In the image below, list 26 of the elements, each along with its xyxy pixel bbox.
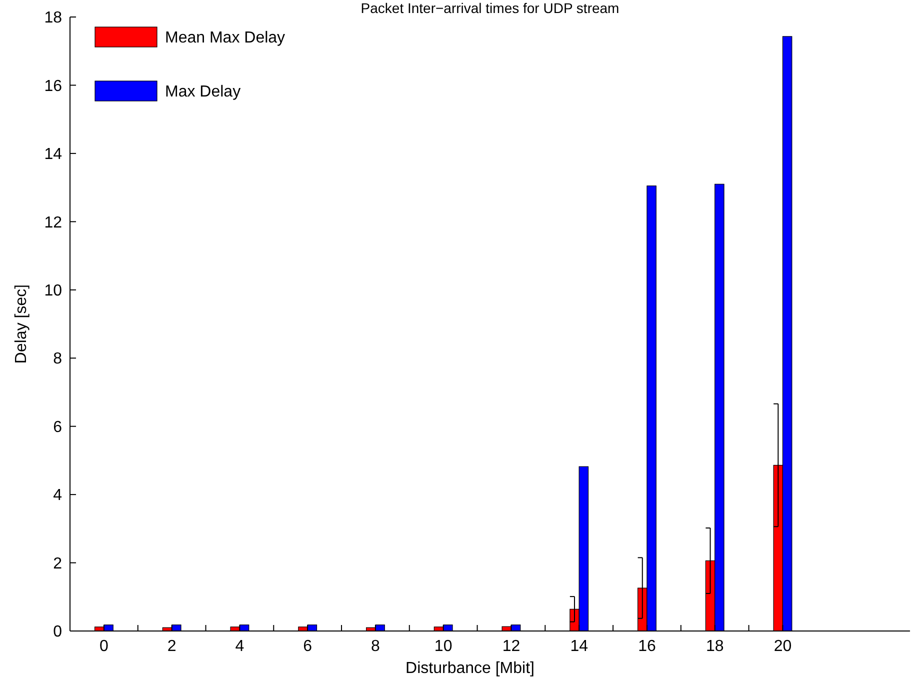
y-axis-title: Delay [sec] [13, 284, 30, 364]
x-tick-label: 18 [706, 638, 724, 655]
y-tick-label: 12 [44, 214, 62, 232]
x-tick-label: 2 [167, 638, 176, 655]
x-tick-label: 8 [371, 638, 380, 655]
x-tick-label: 20 [774, 638, 792, 655]
x-axis-title: Disturbance [Mbit] [406, 660, 534, 677]
chart-title: Packet Inter−arrival times for UDP stream [360, 0, 620, 16]
y-tick-label: 10 [44, 282, 62, 300]
x-tick-label: 10 [434, 638, 452, 655]
legend-label: Max Delay [165, 84, 241, 101]
x-tick-label: 4 [235, 638, 244, 655]
y-tick-label: 2 [53, 555, 62, 572]
y-tick-label: 4 [53, 487, 62, 504]
legend-label: Mean Max Delay [165, 30, 286, 47]
x-tick-label: 16 [638, 638, 656, 655]
y-tick-label: 8 [53, 350, 62, 368]
y-tick-label: 14 [44, 146, 62, 164]
y-tick-label: 18 [44, 10, 62, 27]
x-tick-label: 6 [303, 638, 312, 655]
y-tick-label: 0 [53, 624, 62, 641]
x-tick-label: 14 [570, 638, 588, 655]
x-tick-label: 12 [502, 638, 520, 655]
y-tick-label: 6 [53, 418, 62, 436]
x-tick-label: 0 [99, 638, 108, 655]
y-tick-label: 16 [44, 78, 62, 95]
